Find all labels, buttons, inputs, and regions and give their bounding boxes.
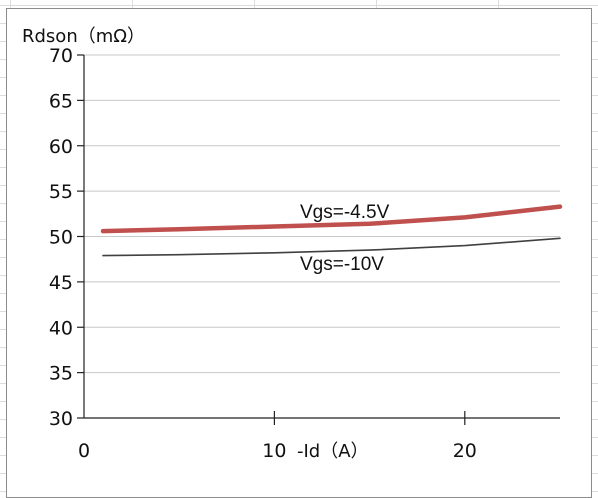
series-label-1: Vgs=-10V <box>300 254 384 275</box>
x-tick-label-10: 10 <box>262 440 286 462</box>
y-tick-label-30: 30 <box>49 408 73 430</box>
x-axis-title: -Id（A） <box>297 441 369 462</box>
series-line-1 <box>102 237 561 257</box>
series-labels: Vgs=-4.5V Vgs=-10V <box>300 202 390 275</box>
series-lines <box>100 204 563 257</box>
y-tick-labels: 30 35 40 45 50 55 60 65 70 <box>49 45 84 430</box>
series-line-0 <box>100 204 563 234</box>
y-tick-label-45: 45 <box>49 272 73 294</box>
y-tick-label-55: 55 <box>49 181 73 203</box>
x-tick-label-0: 0 <box>78 440 90 462</box>
x-tick-label-20: 20 <box>453 440 477 462</box>
y-tick-label-50: 50 <box>49 227 73 249</box>
y-tick-label-40: 40 <box>49 317 73 339</box>
series-label-0: Vgs=-4.5V <box>300 202 390 223</box>
y-tick-label-35: 35 <box>49 363 73 385</box>
y-axis-title: Rdson（mΩ） <box>22 26 145 47</box>
gridlines <box>84 54 560 374</box>
y-tick-label-65: 65 <box>49 90 73 112</box>
chart-frame[interactable] <box>6 8 592 498</box>
y-tick-label-60: 60 <box>49 136 73 158</box>
y-tick-label-70: 70 <box>49 45 73 67</box>
x-tick-labels: 0 10 20 <box>78 411 477 462</box>
